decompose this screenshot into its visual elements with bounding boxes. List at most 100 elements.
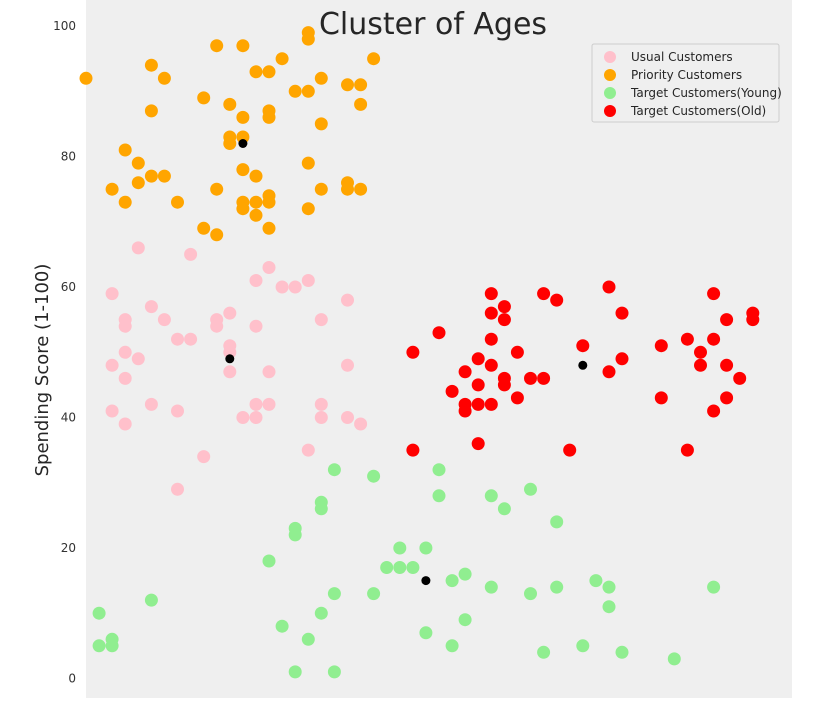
data-point <box>105 358 119 372</box>
data-point <box>131 156 145 170</box>
data-point <box>118 319 132 333</box>
data-point <box>510 391 524 405</box>
data-point <box>707 287 721 301</box>
y-tick-label: 80 <box>61 150 76 164</box>
data-point <box>223 137 237 150</box>
chart-title: Cluster of Ages <box>319 7 547 42</box>
data-point <box>144 169 158 183</box>
data-point <box>510 345 524 359</box>
data-point <box>484 397 498 411</box>
data-point <box>275 280 289 294</box>
data-point <box>654 391 668 405</box>
data-point <box>589 574 603 588</box>
data-point <box>524 587 537 601</box>
data-point <box>419 626 433 640</box>
data-point <box>92 606 106 620</box>
data-point <box>157 313 171 327</box>
data-point <box>301 156 315 170</box>
data-point <box>223 97 237 111</box>
data-point <box>458 567 472 581</box>
data-point <box>680 443 694 457</box>
data-point <box>262 195 276 209</box>
data-point <box>171 404 184 418</box>
legend-marker <box>604 51 616 63</box>
legend-marker <box>604 105 616 117</box>
data-point <box>275 619 289 633</box>
centroid-point <box>578 360 588 370</box>
data-point <box>262 397 276 411</box>
data-point <box>654 339 668 353</box>
data-point <box>380 561 394 574</box>
data-point <box>602 365 616 379</box>
data-point <box>249 195 263 209</box>
data-point <box>615 645 629 659</box>
data-point <box>314 606 328 620</box>
data-point <box>223 345 237 359</box>
data-point <box>524 482 537 496</box>
data-point <box>707 580 721 594</box>
data-point <box>524 371 537 385</box>
legend-marker <box>604 69 616 81</box>
data-point <box>484 580 498 594</box>
data-point <box>707 404 721 418</box>
data-point <box>497 378 511 392</box>
data-point <box>484 489 498 503</box>
data-point <box>471 352 485 366</box>
data-point <box>197 450 211 464</box>
data-point <box>184 247 198 261</box>
data-point <box>354 97 368 111</box>
data-point <box>471 437 485 451</box>
data-point <box>354 417 368 431</box>
data-point <box>249 65 263 79</box>
legend-label: Usual Customers <box>631 50 733 64</box>
data-point <box>288 280 302 294</box>
data-point <box>314 313 328 327</box>
data-point <box>602 280 616 294</box>
data-point <box>484 287 498 301</box>
data-point <box>341 182 354 196</box>
data-point <box>354 78 368 92</box>
data-point <box>563 443 577 457</box>
data-point <box>576 639 590 653</box>
data-point <box>249 319 263 333</box>
data-point <box>471 378 485 392</box>
data-point <box>301 32 315 46</box>
data-point <box>393 541 407 555</box>
y-tick-label: 20 <box>61 541 76 555</box>
data-point <box>249 169 263 183</box>
data-point <box>694 345 707 359</box>
y-tick-label: 60 <box>61 280 76 294</box>
data-point <box>236 163 250 177</box>
data-point <box>288 528 302 542</box>
data-point <box>236 110 250 124</box>
data-point <box>301 443 315 457</box>
data-point <box>445 384 459 398</box>
data-point <box>105 182 119 196</box>
data-point <box>327 463 341 477</box>
data-point <box>537 645 551 659</box>
data-point <box>262 365 276 379</box>
data-point <box>131 352 145 366</box>
data-point <box>223 365 237 379</box>
data-point <box>314 397 328 411</box>
data-point <box>445 574 459 588</box>
data-point <box>118 417 132 431</box>
data-point <box>210 228 224 242</box>
data-point <box>602 600 616 614</box>
data-point <box>223 306 237 320</box>
data-point <box>314 182 328 196</box>
data-point <box>262 221 276 235</box>
data-point <box>497 313 511 327</box>
legend: Usual Customers Priority Customers Target … <box>591 43 782 123</box>
data-point <box>314 411 328 424</box>
data-point <box>393 561 407 574</box>
data-point <box>458 404 472 418</box>
data-point <box>694 358 707 372</box>
data-point <box>406 345 420 359</box>
legend-label: Target Customers(Young) <box>630 86 782 100</box>
data-point <box>550 515 564 529</box>
data-point <box>236 39 250 53</box>
legend-label: Priority Customers <box>631 68 742 82</box>
data-point <box>118 345 132 359</box>
data-point <box>236 202 250 216</box>
